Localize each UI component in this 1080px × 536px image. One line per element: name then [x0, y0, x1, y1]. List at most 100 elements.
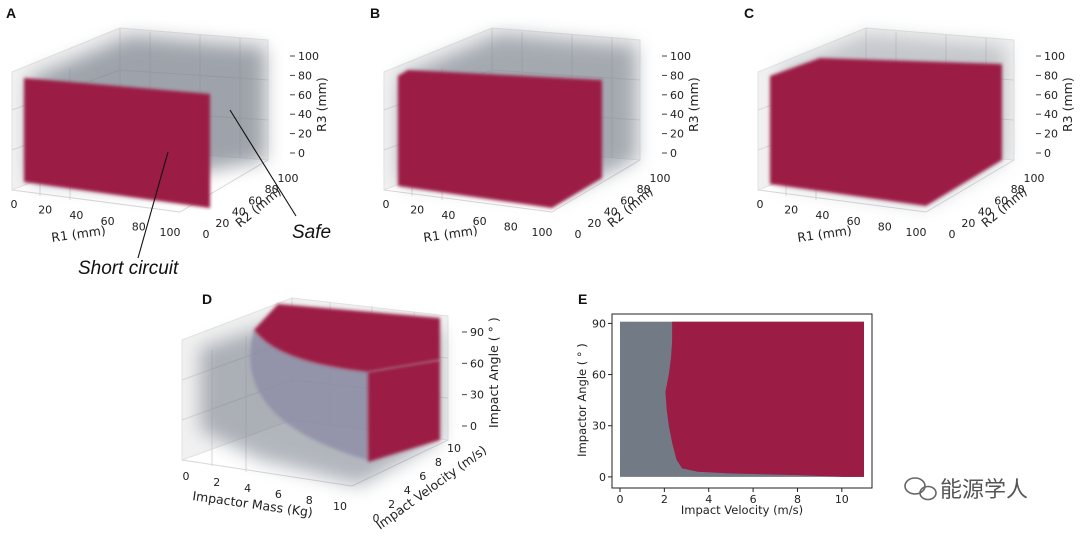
tick-label-z: 40: [670, 108, 684, 121]
tick-label-z: 0: [670, 147, 677, 160]
panel-c-x-ticks: 0 20 40 60 80 100: [757, 198, 927, 239]
panel-e-x-ticks: 0 2 4 6 8 10: [617, 488, 849, 506]
tick-label-x: 100: [532, 226, 553, 239]
tick-label-y: 8: [435, 456, 442, 469]
tick-label-z: 60: [670, 89, 684, 102]
tick-label-x: 8: [794, 493, 801, 506]
panel-b-z-ticks: 0 20 40 60 80 100: [662, 50, 691, 160]
tick-label-y: 40: [232, 206, 246, 219]
panel-d-short-circuit-top: [254, 304, 440, 372]
tick-label-x: 80: [878, 220, 892, 233]
tick-label-z: 0: [298, 147, 305, 160]
tick-label-y: 60: [994, 194, 1008, 207]
tick-label-x: 2: [213, 476, 220, 489]
panel-label-e: E: [578, 291, 587, 307]
tick-label-z: 100: [1044, 50, 1065, 63]
tick-label-x: 20: [410, 204, 424, 217]
tick-label-x: 2: [661, 493, 668, 506]
panel-a-x-ticks: 0 20 40 60 80 100: [11, 198, 181, 239]
panel-label-c: C: [744, 5, 754, 21]
panel-e-short-circuit-region: [665, 321, 864, 477]
panel-label-a: A: [6, 5, 16, 21]
panel-c-x-label: R1 (mm): [796, 223, 852, 245]
tick-label-z: 0: [470, 420, 477, 433]
panel-b-short-circuit-region: [398, 70, 602, 208]
tick-label-z: 20: [1044, 128, 1058, 141]
tick-label-x: 10: [333, 500, 347, 513]
panel-d-z-ticks: 0 30 60 90: [462, 326, 484, 433]
safe-annotation: Safe: [292, 222, 331, 243]
tick-label-z: 60: [298, 89, 312, 102]
tick-label-z: 40: [298, 108, 312, 121]
tick-label-x: 40: [69, 209, 83, 222]
tick-label-y: 0: [575, 228, 582, 241]
tick-label-x: 6: [275, 488, 282, 501]
panel-label-b: B: [370, 5, 380, 21]
tick-label-y: 100: [1024, 172, 1045, 185]
panel-b-x-label: R1 (mm): [422, 223, 478, 245]
panel-e-x-label: Impact Velocity (m/s): [681, 503, 803, 517]
tick-label-y: 30: [592, 420, 606, 433]
tick-label-y: 60: [620, 194, 634, 207]
panel-c-z-ticks: 0 20 40 60 80 100: [1036, 50, 1065, 160]
short-circuit-pointer: [137, 151, 169, 259]
tick-label-y: 10: [447, 442, 461, 455]
tick-label-y: 80: [265, 183, 279, 196]
panel-c-short-circuit-region: [770, 58, 1002, 206]
tick-label-y: 100: [278, 172, 299, 185]
tick-label-x: 100: [906, 226, 927, 239]
tick-label-z: 30: [470, 389, 484, 402]
tick-label-x: 60: [101, 215, 115, 228]
panel-e-y-ticks: 0 30 60 90: [592, 317, 612, 484]
panel-b-x-ticks: 0 20 40 60 80 100: [383, 198, 553, 239]
tick-label-x: 60: [473, 215, 487, 228]
tick-label-y: 80: [637, 183, 651, 196]
tick-label-x: 6: [750, 493, 757, 506]
tick-label-x: 0: [11, 198, 18, 211]
tick-label-x: 20: [38, 204, 52, 217]
tick-label-z: 80: [670, 69, 684, 82]
tick-label-x: 4: [244, 482, 251, 495]
tick-label-y: 40: [604, 206, 618, 219]
watermark: 能源学人: [904, 477, 1028, 503]
tick-label-y: 20: [961, 217, 975, 230]
tick-label-y: 0: [599, 471, 606, 484]
tick-label-y: 2: [388, 498, 395, 511]
tick-label-y: 0: [373, 512, 380, 525]
tick-label-y: 20: [215, 217, 229, 230]
tick-label-x: 20: [784, 204, 798, 217]
tick-label-x: 0: [383, 198, 390, 211]
panel-d-x-label: Impactor Mass (Kg): [192, 488, 314, 520]
tick-label-x: 10: [835, 493, 849, 506]
tick-label-z: 0: [1044, 147, 1051, 160]
tick-label-x: 8: [306, 494, 313, 507]
panel-d-transition-surface: [250, 330, 370, 460]
tick-label-y: 6: [419, 470, 426, 483]
tick-label-z: 40: [1044, 108, 1058, 121]
panel-a: A Short circuit Safe 0 20 40 60 80 100 020406…: [6, 5, 331, 279]
panel-a-x-label: R1 (mm): [50, 223, 106, 245]
tick-label-x: 0: [617, 493, 624, 506]
panel-a-z-label: R3 (mm): [314, 77, 329, 132]
short-circuit-annotation: Short circuit: [78, 258, 179, 279]
tick-label-x: 4: [705, 493, 712, 506]
tick-label-z: 80: [1044, 69, 1058, 82]
panel-a-short-circuit-region: [24, 78, 210, 208]
tick-label-x: 60: [847, 215, 861, 228]
panel-d-x-ticks: 0 2 4 6 8 10: [183, 470, 348, 513]
tick-label-y: 90: [592, 317, 606, 330]
tick-label-y: 80: [1011, 183, 1025, 196]
tick-label-x: 40: [815, 209, 829, 222]
tick-label-x: 100: [160, 226, 181, 239]
tick-label-y: 0: [203, 228, 210, 241]
tick-label-z: 90: [470, 326, 484, 339]
